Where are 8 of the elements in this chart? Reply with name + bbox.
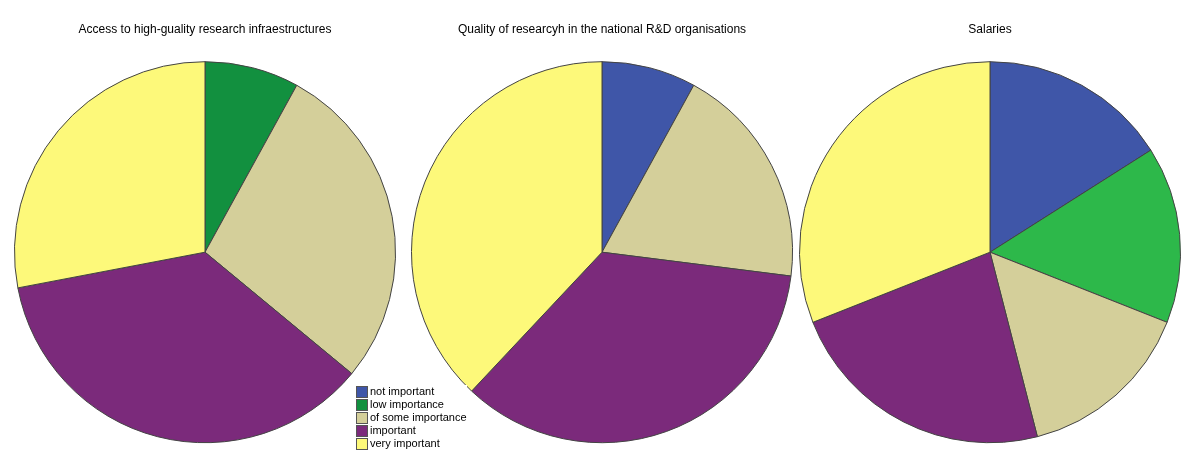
legend-label: low importance [370,398,444,411]
legend-label: very important [370,437,440,450]
legend-label: important [370,424,416,437]
chart-title: Access to high-guality research infraestructures [78,21,332,36]
legend-label: of some importance [370,411,467,424]
legend-label: not important [370,385,435,398]
chart-title: Quality of researcyh in the national R&D organisations [457,21,747,36]
chart-title: Salaries [968,21,1012,36]
